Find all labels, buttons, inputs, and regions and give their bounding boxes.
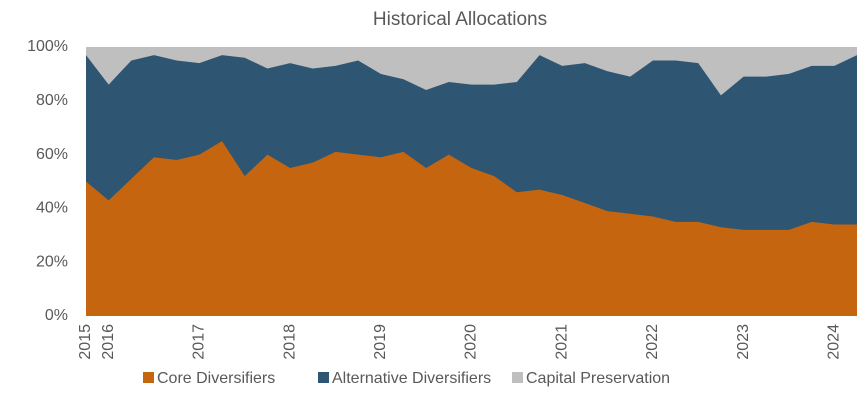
x-tick-label: 2021 <box>553 324 570 360</box>
x-tick-label: 2024 <box>826 324 843 360</box>
legend-label: Alternative Diversifiers <box>332 370 491 387</box>
y-tick-label: 0% <box>45 307 68 324</box>
y-tick-label: 80% <box>36 92 68 109</box>
chart-title: Historical Allocations <box>373 9 547 30</box>
legend-swatch <box>143 372 154 383</box>
legend-swatch <box>318 372 329 383</box>
x-tick-label: 2019 <box>372 324 389 360</box>
y-tick-label: 20% <box>36 253 68 270</box>
x-tick-label: 2016 <box>100 324 117 360</box>
legend-label: Core Diversifiers <box>157 370 275 387</box>
x-tick-label: 2020 <box>463 324 480 360</box>
x-tick-label: 2018 <box>281 324 298 360</box>
legend-label: Capital Preservation <box>526 370 670 387</box>
x-tick-label: 2017 <box>191 324 208 360</box>
x-tick-label: 2023 <box>735 324 752 360</box>
area <box>86 141 857 316</box>
y-tick-label: 100% <box>27 38 68 55</box>
x-tick-label: 2022 <box>644 324 661 360</box>
y-tick-label: 40% <box>36 200 68 217</box>
y-tick-label: 60% <box>36 146 68 163</box>
legend-swatch <box>512 372 523 383</box>
x-tick-label: 2015 <box>77 324 94 360</box>
